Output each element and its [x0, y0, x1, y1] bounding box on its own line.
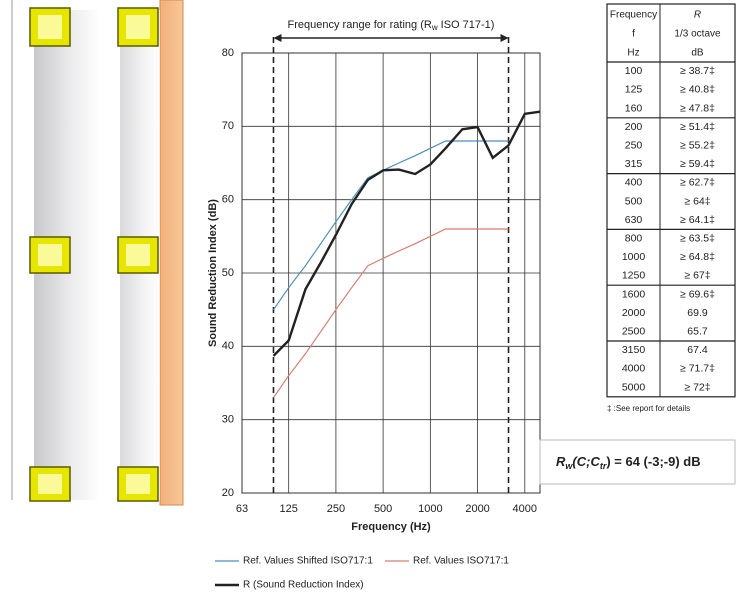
- table: Frequency f Hz R 1/3 octave dB 100 ≥ 38.7‡ 125 ≥ …: [607, 4, 735, 413]
- table-cell: 5000: [622, 381, 646, 393]
- table-cell: 65.7: [687, 325, 708, 337]
- range-label-part: Frequency range for rating (R: [288, 19, 432, 31]
- range-label: Frequency range for rating (Rw ISO 717-1…: [288, 19, 495, 32]
- table-cell: ≥ 63.5‡: [680, 232, 715, 244]
- series-line: [273, 229, 508, 398]
- table-header: R: [694, 10, 701, 21]
- legend-label: R (Sound Reduction Index): [243, 580, 364, 591]
- table-cell: ≥ 51.4‡: [680, 121, 715, 133]
- x-tick-label: 1000: [418, 503, 442, 515]
- y-tick-label: 80: [222, 47, 234, 59]
- legend-label: Ref. Values Shifted ISO717:1: [243, 556, 373, 567]
- y-tick-label: 50: [222, 267, 234, 279]
- x-tick-label: 63: [236, 503, 248, 515]
- table-header: dB: [691, 48, 704, 59]
- table-cell: ≥ 64‡: [684, 195, 710, 207]
- table-cell: 2000: [622, 307, 646, 319]
- table-cell: ≥ 71.7‡: [680, 363, 715, 375]
- table-header: Frequency: [610, 10, 657, 21]
- table-cell: ≥ 72‡: [684, 381, 710, 393]
- table-cell: 500: [625, 195, 643, 207]
- table-cell: ≥ 40.8‡: [680, 84, 715, 96]
- result-part: ) = 64 (-3;-9) dB: [606, 454, 700, 469]
- x-tick-label: 500: [374, 503, 392, 515]
- table-cell: 315: [625, 158, 643, 170]
- table-cell: 200: [625, 121, 643, 133]
- y-tick-label: 70: [222, 120, 234, 132]
- table-cell: 69.9: [687, 307, 708, 319]
- table-cell: 1250: [622, 270, 646, 282]
- table-header: 1/3 octave: [674, 29, 721, 40]
- x-tick-label: 250: [327, 503, 345, 515]
- table-cell: ≥ 59.4‡: [680, 158, 715, 170]
- table-header: f: [632, 29, 635, 40]
- table-cell: 4000: [622, 363, 646, 375]
- table-cell: 125: [625, 84, 643, 96]
- table-cell: ≥ 38.7‡: [680, 65, 715, 77]
- x-tick-label: 2000: [465, 503, 489, 515]
- table-cell: 400: [625, 177, 643, 189]
- table-footnote: ‡ :See report for details: [607, 404, 690, 413]
- legend-label: Ref. Values ISO717:1: [413, 556, 509, 567]
- table-cell: 67.4: [687, 344, 708, 356]
- page: 2030405060708063125250500100020004000Fre…: [0, 0, 741, 592]
- table-cell: ≥ 67‡: [684, 270, 710, 282]
- result-part: (C;C: [572, 454, 600, 469]
- table-cell: 630: [625, 214, 643, 226]
- table-cell: 1000: [622, 251, 646, 263]
- table-cell: ≥ 47.8‡: [680, 102, 715, 114]
- table-cell: ≥ 62.7‡: [680, 177, 715, 189]
- y-tick-label: 40: [222, 340, 234, 352]
- table-cell: 1600: [622, 288, 646, 300]
- table-cell: ≥ 69.6‡: [680, 288, 715, 300]
- table-cell: 3150: [622, 344, 646, 356]
- x-tick-label: 4000: [513, 503, 537, 515]
- chart: 20 30 40 50 60 70 80 63 125 250 500 1000 2000 4000 Fre…: [207, 17, 540, 591]
- y-axis-title: Sound Reduction Index (dB): [207, 199, 219, 347]
- series-line: [273, 112, 540, 356]
- table-header: Hz: [627, 48, 639, 59]
- y-tick-label: 60: [222, 194, 234, 206]
- table-cell: ≥ 55.2‡: [680, 139, 715, 151]
- table-cell: 100: [625, 65, 643, 77]
- table-cell: ≥ 64.8‡: [680, 251, 715, 263]
- range-label-part: ISO 717-1): [438, 19, 495, 31]
- table-cell: ≥ 64.1‡: [680, 214, 715, 226]
- x-axis-title: Frequency (Hz): [351, 521, 431, 533]
- table-cell: 250: [625, 139, 643, 151]
- table-cell: 800: [625, 232, 643, 244]
- result: Rw(C;Ctr) = 64 (-3;-9) dB: [556, 454, 701, 471]
- y-tick-label: 30: [222, 414, 234, 426]
- wall-illustration: [12, 0, 183, 505]
- table-cell: 160: [625, 102, 643, 114]
- x-tick-label: 125: [280, 503, 298, 515]
- y-tick-label: 20: [222, 487, 234, 499]
- table-cell: 2500: [622, 325, 646, 337]
